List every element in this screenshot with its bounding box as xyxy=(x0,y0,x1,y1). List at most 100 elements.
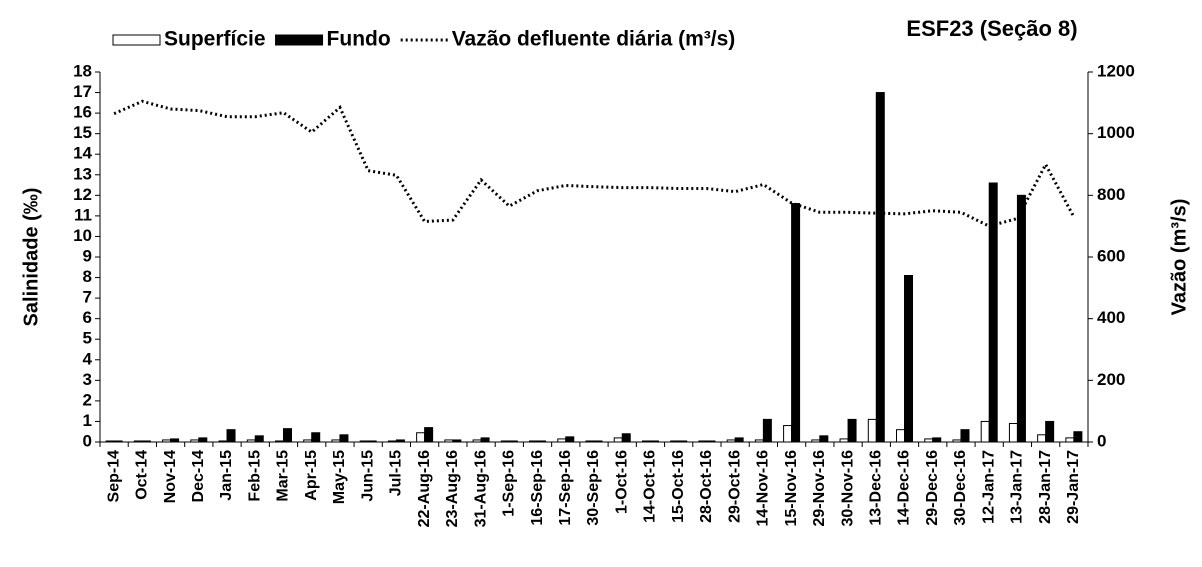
bar xyxy=(1073,431,1083,443)
bar xyxy=(593,440,603,443)
x-tick-label: 30-Nov-16 xyxy=(839,450,856,527)
y2-tick-label: 0 xyxy=(1097,431,1106,450)
x-tick-label: 29-Oct-16 xyxy=(726,450,743,523)
bar xyxy=(1008,423,1018,443)
bar xyxy=(190,439,200,443)
chart-title: ESF23 (Seção 8) xyxy=(906,16,1077,41)
x-tick-label: Oct-14 xyxy=(134,450,151,500)
x-tick-label: 1-Sep-16 xyxy=(501,450,518,517)
x-tick-label: Dec-14 xyxy=(190,450,207,503)
x-tick-label: 17-Sep-16 xyxy=(557,450,574,526)
x-tick-label: 29-Dec-16 xyxy=(924,450,941,526)
bar xyxy=(932,437,942,443)
bar xyxy=(500,440,510,443)
x-tick-label: 23-Aug-16 xyxy=(444,450,461,527)
y-tick-label: 4 xyxy=(83,349,93,368)
y-tick-label: 13 xyxy=(73,164,92,183)
bar xyxy=(311,432,321,443)
bar xyxy=(1016,194,1026,443)
x-tick-label: 28-Jan-17 xyxy=(1037,450,1054,524)
y2-tick-label: 800 xyxy=(1097,185,1125,204)
bar xyxy=(952,439,962,443)
bar xyxy=(141,440,151,443)
bar xyxy=(904,275,914,443)
bar xyxy=(133,440,143,443)
x-tick-label: 14-Oct-16 xyxy=(642,450,659,523)
x-tick-label: 14-Nov-16 xyxy=(755,450,772,527)
legend-swatch xyxy=(275,34,324,46)
bar xyxy=(1065,437,1075,443)
bar xyxy=(754,439,764,443)
bar xyxy=(162,439,172,443)
bar xyxy=(444,439,454,443)
x-tick-label: 29-Nov-16 xyxy=(811,450,828,527)
y2-tick-label: 600 xyxy=(1097,246,1125,265)
x-tick-label: Jan-15 xyxy=(218,450,235,501)
y-tick-label: 7 xyxy=(83,288,92,307)
legend-swatch xyxy=(112,34,161,46)
bar xyxy=(980,420,990,443)
bar xyxy=(303,439,313,443)
x-tick-label: 28-Oct-16 xyxy=(698,450,715,523)
y-tick-label: 14 xyxy=(73,144,92,163)
y-tick-label: 1 xyxy=(83,411,92,430)
legend-label: Superfície xyxy=(164,28,266,51)
x-tick-label: 1-Oct-16 xyxy=(613,450,630,514)
x-tick-label: 31-Aug-16 xyxy=(472,450,489,527)
x-tick-label: Nov-14 xyxy=(162,450,179,503)
bar xyxy=(254,435,264,443)
bar xyxy=(367,440,377,443)
y-tick-label: 16 xyxy=(73,103,92,122)
bar xyxy=(508,440,518,443)
x-tick-label: 13-Dec-16 xyxy=(868,450,885,526)
y-tick-label: 2 xyxy=(83,390,92,409)
y-tick-label: 15 xyxy=(73,123,92,142)
bar xyxy=(452,439,462,443)
y-axis-label: Salinidade (‰) xyxy=(20,188,42,327)
x-tick-label: 12-Jan-17 xyxy=(980,450,997,524)
y2-tick-label: 1200 xyxy=(1097,61,1135,80)
bar xyxy=(198,437,208,443)
y-tick-label: 6 xyxy=(83,308,92,327)
bar xyxy=(726,439,736,443)
bar xyxy=(641,440,651,443)
y-tick-label: 0 xyxy=(83,431,92,450)
x-tick-label: 29-Jan-17 xyxy=(1065,450,1082,524)
x-tick-label: Mar-15 xyxy=(275,450,292,502)
x-tick-label: Feb-15 xyxy=(246,450,263,502)
bar xyxy=(585,440,595,443)
bar xyxy=(395,439,405,443)
bar xyxy=(339,434,349,443)
x-tick-label: 16-Sep-16 xyxy=(529,450,546,526)
bar xyxy=(359,440,369,443)
bar xyxy=(537,440,547,443)
bar xyxy=(670,440,680,443)
x-tick-label: Jul-15 xyxy=(388,450,405,496)
bar xyxy=(621,433,631,443)
bar xyxy=(274,440,284,443)
bar xyxy=(613,437,623,443)
bar xyxy=(416,432,426,443)
legend-label: Fundo xyxy=(327,28,391,51)
x-tick-label: 30-Sep-16 xyxy=(585,450,602,526)
bar xyxy=(246,439,256,443)
bar xyxy=(1045,420,1055,443)
bar xyxy=(331,439,341,443)
bar xyxy=(698,440,708,443)
bar xyxy=(649,440,659,443)
x-tick-label: 13-Jan-17 xyxy=(1009,450,1026,524)
y-tick-label: 11 xyxy=(74,205,92,224)
y2-tick-label: 200 xyxy=(1097,370,1125,389)
y-tick-label: 9 xyxy=(83,246,92,265)
bar xyxy=(706,440,716,443)
bar xyxy=(896,429,906,443)
bar xyxy=(847,418,857,443)
bar xyxy=(113,440,123,443)
y-tick-label: 12 xyxy=(73,185,92,204)
y-tick-label: 17 xyxy=(73,82,92,101)
x-tick-label: 15-Nov-16 xyxy=(783,450,800,527)
bar xyxy=(557,438,567,443)
x-tick-label: Sep-14 xyxy=(105,450,122,503)
y-tick-label: 8 xyxy=(83,267,92,286)
